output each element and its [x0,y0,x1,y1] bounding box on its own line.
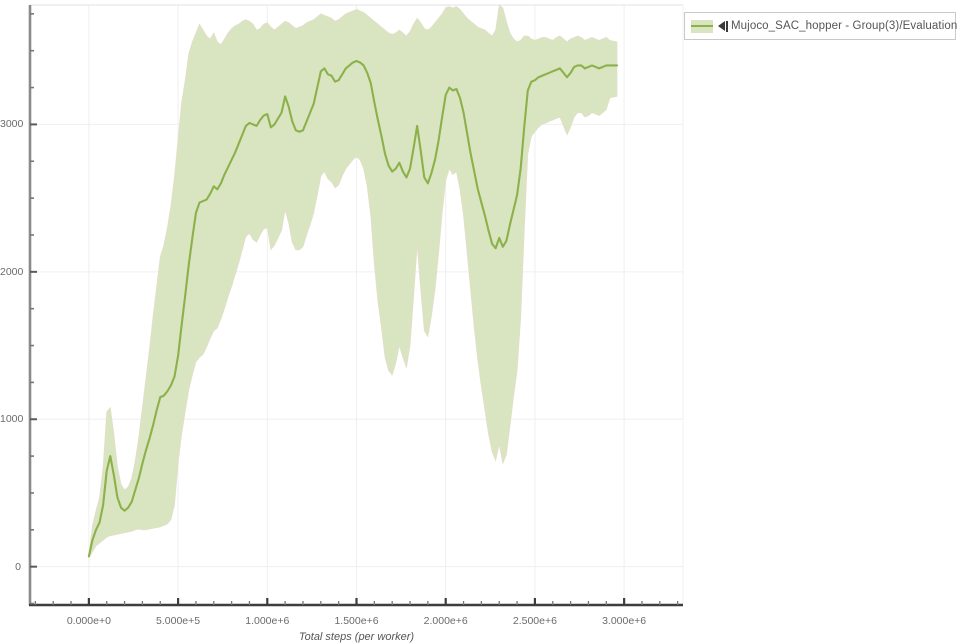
series-group [87,5,619,560]
x-tick-label-6: 3.000e+6 [602,615,647,627]
legend-series-label: Mujoco_SAC_hopper - Group(3)/Evaluation … [731,20,960,32]
mean-line [87,59,619,558]
confidence-band [88,5,618,560]
legend-divider-bar [726,20,728,32]
x-tick-label-5: 2.500e+6 [512,615,557,627]
x-axis-title: Total steps (per worker) [298,631,415,643]
legend-color-swatch [691,19,713,33]
y-tick-label-1: 1000 [0,413,24,426]
x-tick-label-2: 1.000e+6 [245,615,290,627]
axis-ticks [30,13,679,605]
x-tick-label-0: 0.000e+0 [66,615,111,627]
x-tick-label-3: 1.500e+6 [334,615,379,627]
x-tick-label-4: 2.000e+6 [423,615,468,627]
y-tick-label-2: 2000 [0,265,24,278]
left-triangle-icon[interactable] [718,21,725,31]
legend-box[interactable]: Mujoco_SAC_hopper - Group(3)/Evaluation … [684,12,960,40]
legend-line-swatch [691,24,713,27]
y-tick-label-0: 0 [15,560,21,573]
x-tick-label-1: 5.000e+5 [156,615,201,627]
y-tick-label-3: 3000 [0,118,24,131]
